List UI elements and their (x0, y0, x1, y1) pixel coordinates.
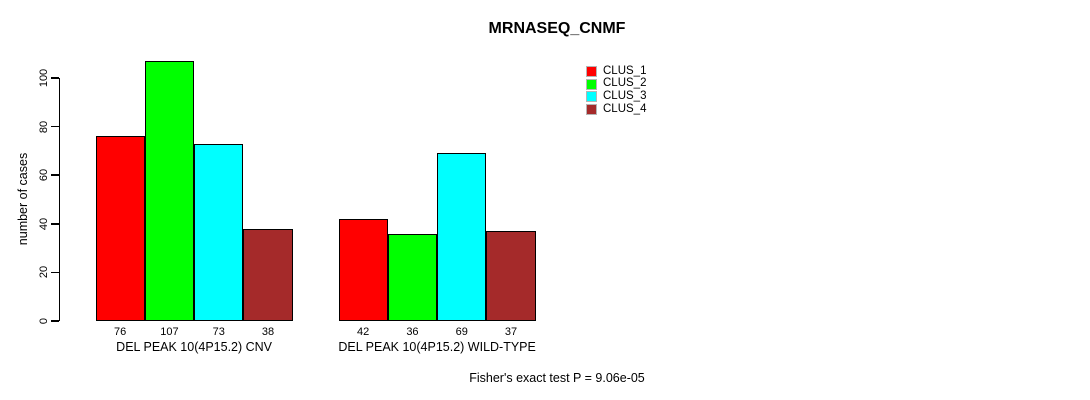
bar-value-label: 69 (455, 325, 468, 338)
bar-clus_3-group1 (194, 143, 244, 321)
legend-item-clus_3: CLUS_3 (586, 91, 646, 104)
bar-value-label: 36 (406, 325, 419, 338)
y-tick-label: 20 (38, 266, 50, 279)
bar-clus_1-group2 (338, 218, 388, 321)
legend-label: CLUS_1 (603, 64, 647, 77)
bar-value-label: 107 (160, 325, 179, 338)
bar-clus_4-group1 (243, 228, 293, 321)
y-tick-label: 60 (38, 169, 50, 182)
group-label-1: DEL PEAK 10(4P15.2) CNV (116, 340, 273, 354)
bar-value-label: 37 (504, 325, 518, 338)
y-tick-mark (50, 320, 59, 322)
annotation-text: Fisher's exact test P = 9.06e-05 (469, 371, 645, 385)
bar-clus_3-group2 (437, 153, 487, 321)
legend-item-clus_4: CLUS_4 (586, 103, 646, 116)
chart-title: MRNASEQ_CNMF (488, 20, 626, 37)
y-tick-mark (50, 77, 59, 79)
bar-clus_2-group1 (144, 60, 195, 321)
legend: CLUS_1 CLUS_2 CLUS_3 CLUS_4 (586, 65, 646, 116)
y-tick-label: 0 (38, 317, 50, 325)
y-tick-mark (50, 223, 59, 225)
legend-item-clus_2: CLUS_2 (586, 78, 646, 91)
legend-label: CLUS_3 (603, 90, 647, 103)
bar-clus_2-group2 (387, 233, 438, 321)
y-tick-label: 40 (38, 217, 50, 230)
bar-value-label: 76 (114, 325, 127, 338)
legend-swatch-clus_4-icon (586, 104, 597, 116)
group-label-2: DEL PEAK 10(4P15.2) WILD-TYPE (338, 340, 536, 354)
y-tick-mark (50, 174, 59, 176)
y-tick-label: 80 (38, 120, 50, 133)
legend-label: CLUS_4 (603, 103, 647, 116)
y-tick-mark (50, 125, 59, 128)
bar-clus_1-group1 (95, 136, 145, 321)
bar-clus_4-group2 (486, 231, 536, 321)
legend-item-clus_1: CLUS_1 (586, 65, 646, 78)
bar-value-label: 38 (261, 325, 275, 338)
bar-value-label: 42 (357, 325, 370, 338)
legend-swatch-clus_2-icon (586, 78, 597, 90)
legend-label: CLUS_2 (603, 77, 647, 90)
bar-value-label: 73 (212, 325, 225, 338)
legend-swatch-clus_3-icon (586, 91, 597, 103)
legend-swatch-clus_1-icon (586, 65, 597, 77)
y-tick-label: 100 (38, 68, 50, 88)
y-tick-mark (50, 271, 59, 274)
y-axis-line (58, 78, 60, 321)
